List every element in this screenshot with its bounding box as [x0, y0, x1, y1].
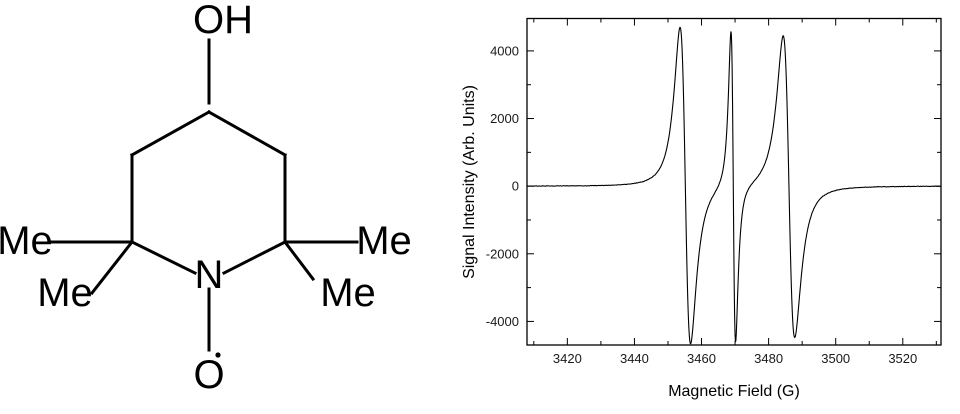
- svg-text:3520: 3520: [888, 351, 917, 366]
- svg-text:3440: 3440: [620, 351, 649, 366]
- svg-text:4000: 4000: [490, 43, 519, 58]
- svg-text:-4000: -4000: [486, 314, 519, 329]
- svg-text:2000: 2000: [490, 111, 519, 126]
- svg-text:-2000: -2000: [486, 246, 519, 261]
- svg-text:Magnetic Field (G): Magnetic Field (G): [668, 383, 800, 400]
- svg-text:3500: 3500: [821, 351, 850, 366]
- svg-text:3480: 3480: [754, 351, 783, 366]
- svg-text:3420: 3420: [553, 351, 582, 366]
- svg-text:0: 0: [512, 179, 519, 194]
- svg-text:3460: 3460: [687, 351, 716, 366]
- svg-text:Signal Intensity (Arb. Units): Signal Intensity (Arb. Units): [461, 85, 478, 279]
